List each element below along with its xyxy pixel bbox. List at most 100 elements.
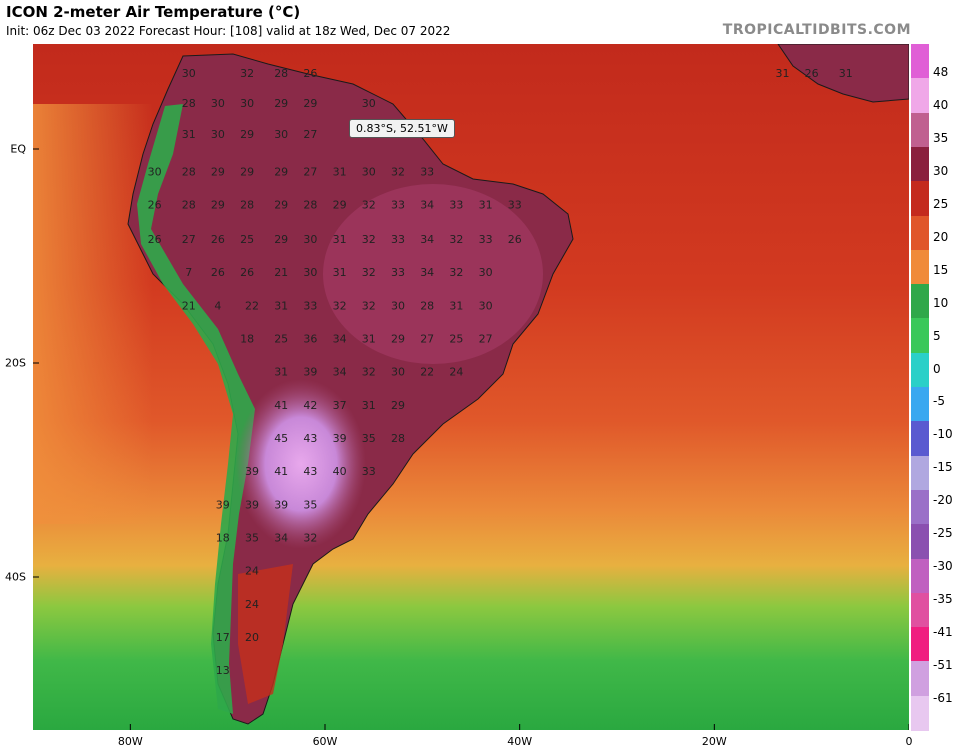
colorbar [911,44,929,731]
chart-title: ICON 2-meter Air Temperature (°C) [6,3,301,21]
colorbar-segment [911,181,929,217]
temperature-value: 30 [211,128,225,141]
lon-label: 80W [117,735,143,748]
temperature-value: 31 [479,199,493,212]
temperature-value: 43 [303,465,317,478]
temperature-value: 34 [333,332,347,345]
lon-label: 20W [701,735,727,748]
colorbar-label: -20 [933,493,953,508]
colorbar-label: 25 [933,196,949,211]
temperature-value: 30 [240,97,254,110]
temperature-value: 37 [333,399,347,412]
temperature-value: 35 [245,531,259,544]
patagonia-warm [238,564,293,704]
temperature-value: 31 [449,299,463,312]
colorbar-label: 40 [933,97,949,112]
temperature-value: 27 [303,166,317,179]
temperature-value: 31 [182,128,196,141]
temperature-value: 26 [240,266,254,279]
temperature-value: 28 [303,199,317,212]
temperature-value: 30 [362,97,376,110]
temperature-value: 31 [362,332,376,345]
temperature-value: 24 [245,565,259,578]
temperature-value: 29 [274,97,288,110]
temperature-value: 29 [391,399,405,412]
colorbar-label: -25 [933,526,953,541]
temperature-value: 33 [391,266,405,279]
temperature-value: 31 [362,399,376,412]
temperature-map[interactable]: 30 32 28 26 28 30 30 29 29 30 31 30 29 30 27 30 28 29 29 29… [33,44,909,730]
temperature-value: 40 [333,465,347,478]
colorbar-label: 5 [933,328,941,343]
lat-label: 20S [5,356,26,370]
colorbar-segment [911,112,929,148]
temperature-value: 39 [274,498,288,511]
colorbar-label: -35 [933,592,953,607]
colorbar-label: 20 [933,229,949,244]
temperature-value: 39 [245,465,259,478]
temperature-value: 4 [214,299,221,312]
temperature-value: 32 [362,199,376,212]
temperature-value: 39 [333,432,347,445]
colorbar-segment [911,387,929,423]
temperature-value: 22 [420,366,434,379]
colorbar-label: -10 [933,427,953,442]
heat-core-amazon [323,184,543,364]
temperature-value: 29 [391,332,405,345]
colorbar-segment [911,695,929,731]
temperature-value: 28 [240,199,254,212]
temperature-value: 26 [805,67,819,80]
temperature-value: 31 [333,266,347,279]
temperature-value: 34 [420,266,434,279]
temperature-value: 30 [274,128,288,141]
temperature-value: 32 [362,366,376,379]
colorbar-segment [911,627,929,663]
temperature-value: 31 [333,166,347,179]
colorbar-label: -5 [933,394,945,409]
temperature-value: 32 [303,531,317,544]
temperature-value: 28 [274,67,288,80]
temperature-value: 34 [420,199,434,212]
temperature-value: 30 [479,266,493,279]
temperature-value: 35 [303,498,317,511]
temperature-value: 26 [303,67,317,80]
temperature-value: 30 [391,366,405,379]
temperature-value: 29 [303,97,317,110]
temperature-value: 30 [362,166,376,179]
temperature-value: 32 [391,166,405,179]
temperature-value: 32 [362,233,376,246]
temperature-value: 43 [303,432,317,445]
temperature-value: 45 [274,432,288,445]
colorbar-label: -41 [933,625,953,640]
temperature-value: 30 [479,299,493,312]
temperature-value: 32 [240,67,254,80]
colorbar-label: 48 [933,65,949,79]
temperature-value: 34 [333,366,347,379]
temperature-value: 31 [274,366,288,379]
colorbar-segment [911,558,929,594]
temperature-value: 17 [216,631,230,644]
colorbar-segment [911,146,929,183]
temperature-value: 24 [245,598,259,611]
colorbar-segment [911,592,929,629]
map-svg[interactable]: 30 32 28 26 28 30 30 29 29 30 31 30 29 30 27 30 28 29 29 29… [33,44,909,730]
temperature-value: 28 [182,166,196,179]
temperature-value: 33 [479,233,493,246]
coordinate-tooltip: 0.83°S, 52.51°W [349,119,455,138]
temperature-value: 29 [333,199,347,212]
temperature-value: 25 [240,233,254,246]
colorbar-label: -61 [933,691,953,705]
temperature-value: 27 [420,332,434,345]
temperature-value: 30 [391,299,405,312]
temperature-value: 7 [185,266,192,279]
forecast-info: Init: 06z Dec 03 2022 Forecast Hour: [10… [6,24,451,38]
temperature-value: 31 [775,67,789,80]
colorbar-segment [911,78,929,114]
heat-core [236,379,366,549]
temperature-value: 32 [449,266,463,279]
site-watermark[interactable]: TROPICALTIDBITS.COM [722,22,911,38]
temperature-value: 22 [245,299,259,312]
temperature-value: 39 [245,498,259,511]
temperature-value: 25 [274,332,288,345]
temperature-value: 30 [211,97,225,110]
